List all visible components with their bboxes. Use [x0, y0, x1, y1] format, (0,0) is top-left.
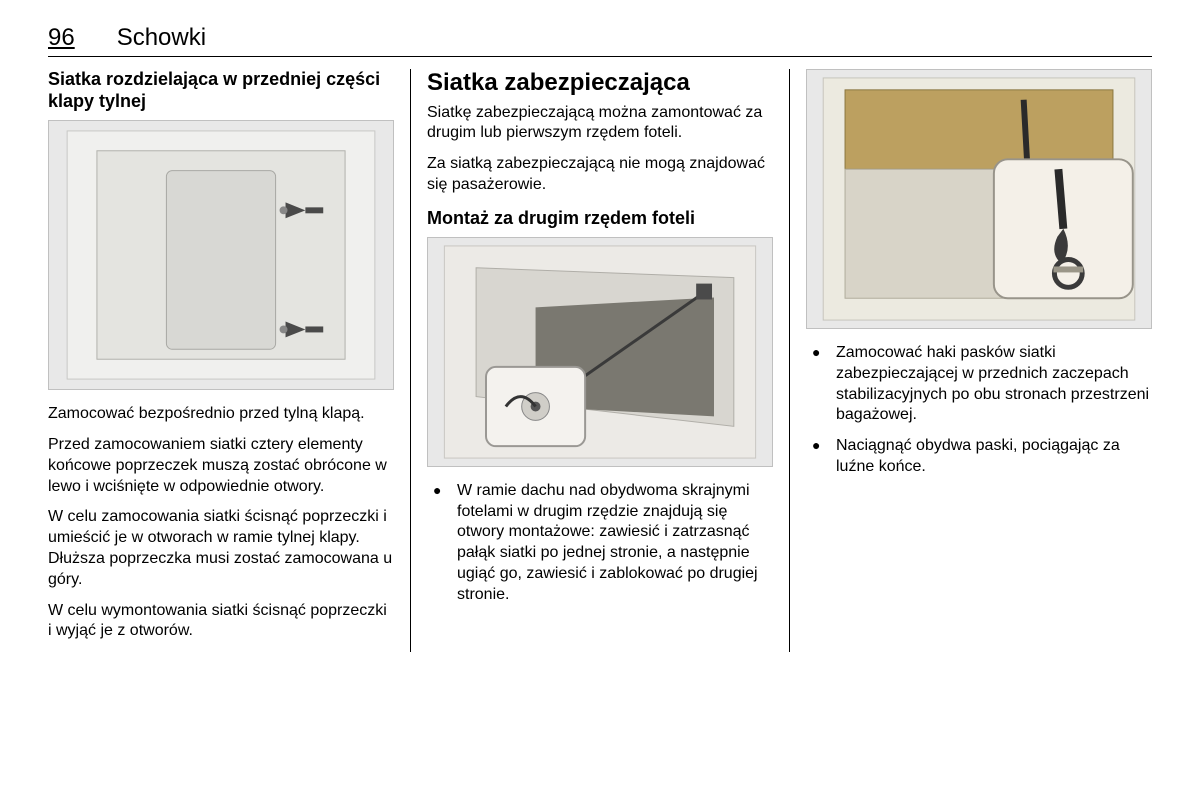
col2-main-title: Siatka zabezpieczająca [427, 69, 773, 97]
col3-image [806, 69, 1152, 329]
page-header: 96 Schowki [48, 24, 1152, 57]
content-columns: Siatka rozdzielająca w przedniej części … [48, 69, 1152, 652]
col1-para-1: Zamocować bezpośrednio przed tylną klapą… [48, 404, 394, 425]
col2-para-2: Za siatką zabezpieczającą nie mogą znajd… [427, 154, 773, 196]
chapter-title: Schowki [117, 24, 206, 52]
col3-bullet-2: Naciągnąć obydwa paski, pociągając za lu… [806, 436, 1152, 478]
col2-bullet-list: W ramie dachu nad obydwoma skrajnymi fot… [427, 481, 773, 606]
col2-image [427, 237, 773, 467]
col1-para-3: W celu zamocowania siatki ścisnąć poprze… [48, 507, 394, 590]
col1-section-title: Siatka rozdzielająca w przedniej części … [48, 69, 394, 112]
page-number: 96 [48, 24, 75, 52]
net-mount-illustration-icon [428, 238, 772, 466]
column-1: Siatka rozdzielająca w przedniej części … [48, 69, 411, 652]
col3-bullet-1: Zamocować haki pasków siatki zabezpiecza… [806, 343, 1152, 426]
hook-strap-illustration-icon [807, 70, 1151, 328]
col2-subtitle: Montaż za drugim rzędem foteli [427, 208, 773, 229]
col2-bullet-1: W ramie dachu nad obydwoma skrajnymi fot… [427, 481, 773, 606]
col3-bullet-list: Zamocować haki pasków siatki zabezpiecza… [806, 343, 1152, 478]
column-3: Zamocować haki pasków siatki zabezpiecza… [790, 69, 1152, 652]
col1-para-4: W celu wymontowania siatki ścisnąć poprz… [48, 601, 394, 643]
tailgate-illustration-icon [49, 121, 393, 389]
col1-para-2: Przed zamocowaniem siatki cztery element… [48, 435, 394, 497]
col1-image [48, 120, 394, 390]
column-2: Siatka zabezpieczająca Siatkę zabezpiecz… [411, 69, 790, 652]
col2-para-1: Siatkę zabezpieczającą można zamontować … [427, 103, 773, 145]
